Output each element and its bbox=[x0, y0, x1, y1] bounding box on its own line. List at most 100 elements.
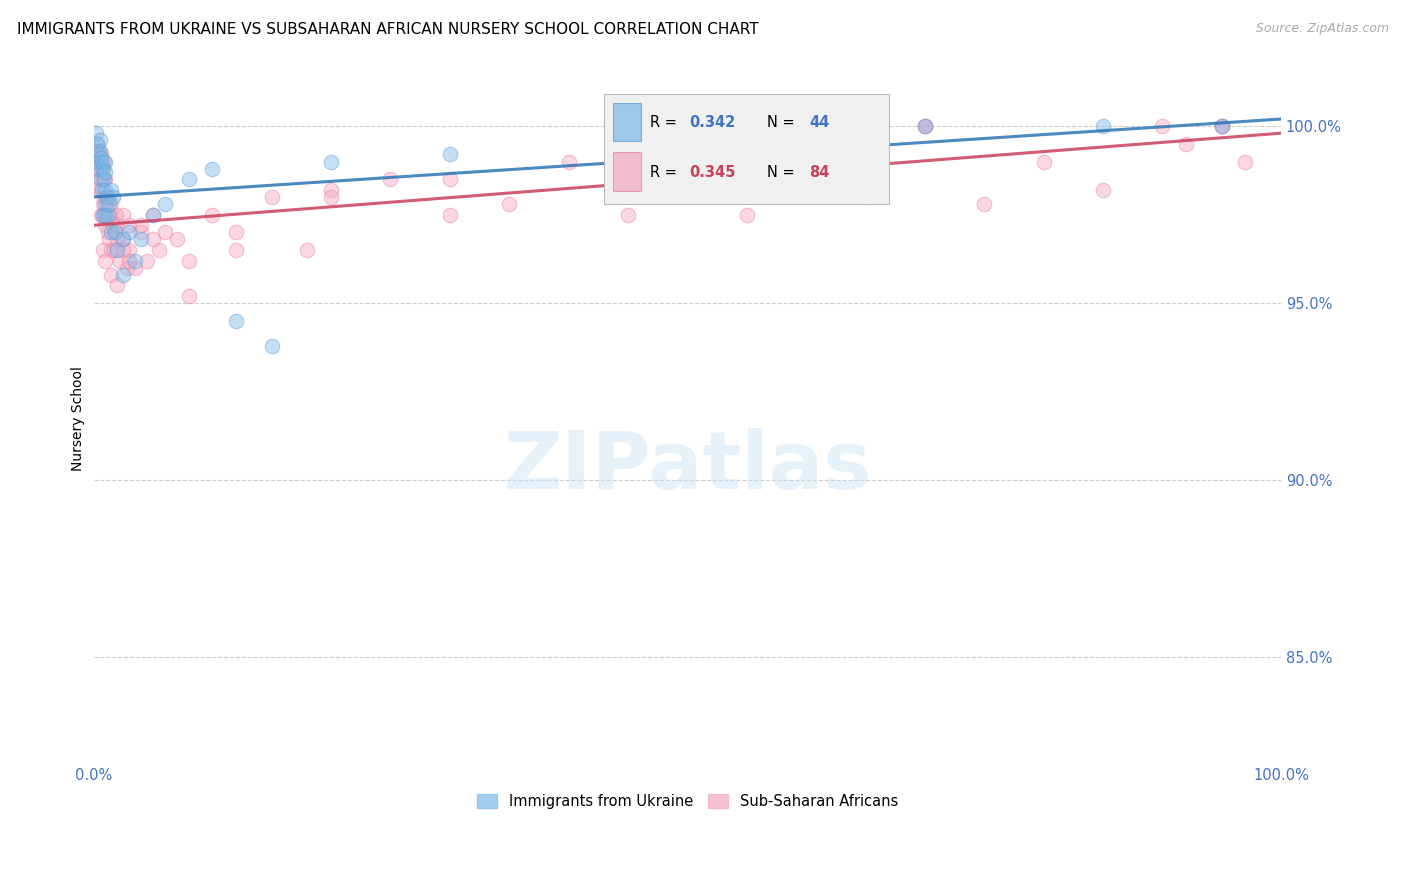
Point bbox=[89, 172, 111, 186]
Point bbox=[105, 232, 128, 246]
Point bbox=[676, 119, 699, 133]
Point bbox=[94, 165, 117, 179]
Point bbox=[94, 197, 117, 211]
Point bbox=[319, 190, 342, 204]
Point bbox=[112, 208, 135, 222]
Point bbox=[1211, 119, 1233, 133]
Point bbox=[86, 136, 108, 151]
Point bbox=[94, 154, 117, 169]
Point bbox=[87, 183, 110, 197]
Point bbox=[142, 232, 165, 246]
Point bbox=[104, 225, 127, 239]
Point bbox=[86, 161, 108, 176]
Point bbox=[124, 260, 146, 275]
Point bbox=[676, 147, 699, 161]
Point bbox=[94, 172, 117, 186]
Point bbox=[225, 314, 247, 328]
Point bbox=[153, 225, 176, 239]
Point bbox=[1211, 119, 1233, 133]
Point bbox=[129, 232, 152, 246]
Point bbox=[93, 190, 115, 204]
Point bbox=[89, 144, 111, 158]
Point bbox=[142, 208, 165, 222]
Point bbox=[1091, 183, 1114, 197]
Y-axis label: Nursery School: Nursery School bbox=[72, 366, 86, 471]
Point bbox=[105, 219, 128, 233]
Point bbox=[118, 253, 141, 268]
Point bbox=[914, 119, 936, 133]
Point bbox=[319, 154, 342, 169]
Point bbox=[101, 190, 124, 204]
Point bbox=[90, 183, 112, 197]
Point bbox=[97, 208, 120, 222]
Point bbox=[1211, 119, 1233, 133]
Point bbox=[93, 154, 115, 169]
Point bbox=[98, 197, 121, 211]
Point bbox=[973, 197, 995, 211]
Point bbox=[1032, 154, 1054, 169]
Point bbox=[97, 190, 120, 204]
Text: IMMIGRANTS FROM UKRAINE VS SUBSAHARAN AFRICAN NURSERY SCHOOL CORRELATION CHART: IMMIGRANTS FROM UKRAINE VS SUBSAHARAN AF… bbox=[17, 22, 758, 37]
Point bbox=[90, 151, 112, 165]
Point bbox=[319, 183, 342, 197]
Point bbox=[112, 232, 135, 246]
Point bbox=[914, 119, 936, 133]
Point bbox=[96, 190, 118, 204]
Point bbox=[84, 126, 107, 140]
Point bbox=[94, 208, 117, 222]
Point bbox=[735, 208, 758, 222]
Point bbox=[91, 208, 114, 222]
Point bbox=[794, 136, 817, 151]
Point bbox=[380, 172, 402, 186]
Point bbox=[124, 253, 146, 268]
Point bbox=[498, 197, 520, 211]
Point bbox=[89, 161, 111, 176]
Point bbox=[97, 225, 120, 239]
Point bbox=[94, 208, 117, 222]
Point bbox=[148, 243, 170, 257]
Point bbox=[87, 144, 110, 158]
Point bbox=[93, 172, 115, 186]
Point bbox=[297, 243, 319, 257]
Point bbox=[98, 232, 121, 246]
Point bbox=[90, 161, 112, 176]
Point bbox=[166, 232, 188, 246]
Point bbox=[201, 161, 224, 176]
Point bbox=[118, 243, 141, 257]
Point bbox=[103, 243, 125, 257]
Point bbox=[87, 147, 110, 161]
Point bbox=[91, 161, 114, 176]
Point bbox=[90, 208, 112, 222]
Point bbox=[94, 253, 117, 268]
Point bbox=[439, 147, 461, 161]
Point bbox=[91, 243, 114, 257]
Point bbox=[100, 268, 122, 282]
Point bbox=[177, 289, 200, 303]
Point bbox=[225, 225, 247, 239]
Point bbox=[100, 183, 122, 197]
Text: ZIPatlas: ZIPatlas bbox=[503, 427, 872, 506]
Point bbox=[118, 225, 141, 239]
Point bbox=[89, 154, 111, 169]
Point bbox=[129, 225, 152, 239]
Point bbox=[177, 172, 200, 186]
Point bbox=[90, 154, 112, 169]
Point bbox=[1234, 154, 1257, 169]
Point bbox=[112, 243, 135, 257]
Point bbox=[91, 197, 114, 211]
Point bbox=[112, 268, 135, 282]
Point bbox=[90, 183, 112, 197]
Point bbox=[96, 197, 118, 211]
Point bbox=[101, 219, 124, 233]
Point bbox=[1091, 119, 1114, 133]
Point bbox=[90, 147, 112, 161]
Point bbox=[112, 232, 135, 246]
Point bbox=[86, 154, 108, 169]
Point bbox=[105, 278, 128, 293]
Point bbox=[855, 190, 877, 204]
Point bbox=[90, 172, 112, 186]
Point bbox=[260, 338, 283, 352]
Point bbox=[142, 208, 165, 222]
Point bbox=[90, 208, 112, 222]
Point bbox=[100, 197, 122, 211]
